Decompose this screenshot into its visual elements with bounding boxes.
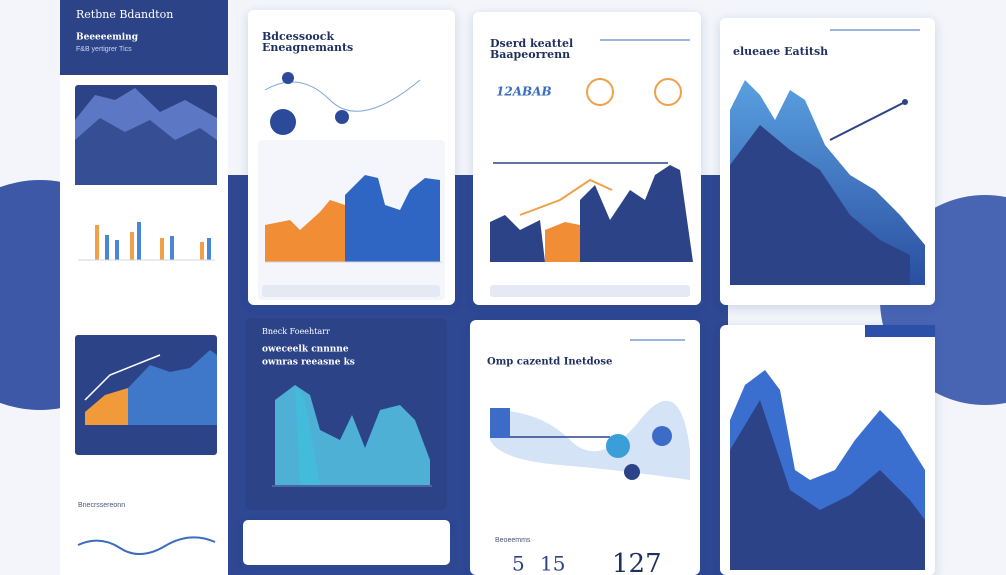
line bbox=[84, 354, 161, 401]
card-title: Bneck Foeehtarr bbox=[262, 327, 330, 336]
point bbox=[652, 426, 672, 446]
bar bbox=[105, 235, 109, 260]
card: elueaee Eatitsh bbox=[720, 18, 935, 305]
card-title: Bdcessoock bbox=[262, 30, 334, 43]
card-title: Omp cazentd Inetdose bbox=[487, 357, 612, 368]
card-panel bbox=[470, 320, 700, 575]
bar bbox=[95, 225, 99, 260]
area bbox=[730, 400, 925, 570]
bar bbox=[115, 240, 119, 260]
icon bbox=[586, 78, 614, 106]
footer-bar bbox=[262, 285, 440, 297]
point bbox=[606, 434, 630, 458]
bar bbox=[170, 236, 174, 260]
mini-card bbox=[243, 520, 450, 565]
card-line: oweceelk cnnnne bbox=[262, 345, 349, 355]
card: Dserd keattel Baapeorrenn 12ABAB bbox=[473, 12, 701, 305]
area bbox=[490, 400, 690, 480]
line bbox=[829, 101, 906, 141]
icon bbox=[335, 110, 349, 124]
stat: 127 bbox=[612, 549, 662, 575]
tab bbox=[865, 325, 935, 337]
bar bbox=[490, 408, 510, 438]
card-line: ownras reeasne ks bbox=[262, 358, 355, 368]
footer-bar bbox=[490, 285, 690, 297]
area bbox=[490, 215, 545, 262]
card-title: elueaee Eatitsh bbox=[733, 45, 828, 58]
icon bbox=[270, 109, 296, 135]
kpi: 12ABAB bbox=[496, 85, 552, 99]
area bbox=[128, 350, 217, 425]
stat: 5 bbox=[512, 552, 525, 575]
area bbox=[730, 125, 910, 285]
area bbox=[345, 175, 440, 262]
stat: 15 bbox=[540, 552, 565, 575]
card: Bneck Foeehtarr oweceelk cnnnne ownras r… bbox=[245, 318, 447, 510]
sidebar: Retbne Bdandton Beeeeeming F&B yertigrer… bbox=[60, 0, 228, 575]
line bbox=[519, 178, 613, 216]
card-subtitle: Baapeorrenn bbox=[490, 48, 570, 61]
area bbox=[295, 385, 320, 485]
card: Omp cazentd Inetdose Beoeemms 5 15 127 bbox=[470, 320, 700, 575]
card bbox=[720, 325, 935, 575]
stat-label: Beoeemms bbox=[495, 537, 531, 544]
area bbox=[265, 200, 345, 262]
line bbox=[77, 536, 216, 555]
sidebar-header bbox=[60, 0, 228, 75]
bar bbox=[130, 232, 134, 260]
sidebar-subtitle: Beeeeeming bbox=[76, 33, 139, 43]
point bbox=[624, 464, 640, 480]
bar bbox=[207, 238, 211, 260]
icon bbox=[654, 78, 682, 106]
card-title: Dserd keattel bbox=[490, 37, 573, 50]
sidebar-caption: F&B yertigrer Tics bbox=[76, 46, 132, 53]
bar bbox=[137, 222, 141, 260]
card-subtitle: Eneagnemants bbox=[262, 41, 353, 54]
sidebar-title: Retbne Bdandton bbox=[76, 8, 173, 21]
bar bbox=[200, 242, 204, 260]
icon bbox=[282, 72, 294, 84]
point bbox=[902, 99, 908, 105]
bars bbox=[105, 222, 211, 260]
card: Bdcessoock Eneagnemants bbox=[248, 10, 455, 305]
area bbox=[545, 222, 585, 262]
area bbox=[85, 388, 128, 425]
area bbox=[580, 165, 693, 262]
bar bbox=[160, 238, 164, 260]
bars bbox=[95, 225, 204, 260]
sidebar-label: Bnecrssereonn bbox=[78, 502, 125, 509]
area bbox=[75, 118, 217, 185]
